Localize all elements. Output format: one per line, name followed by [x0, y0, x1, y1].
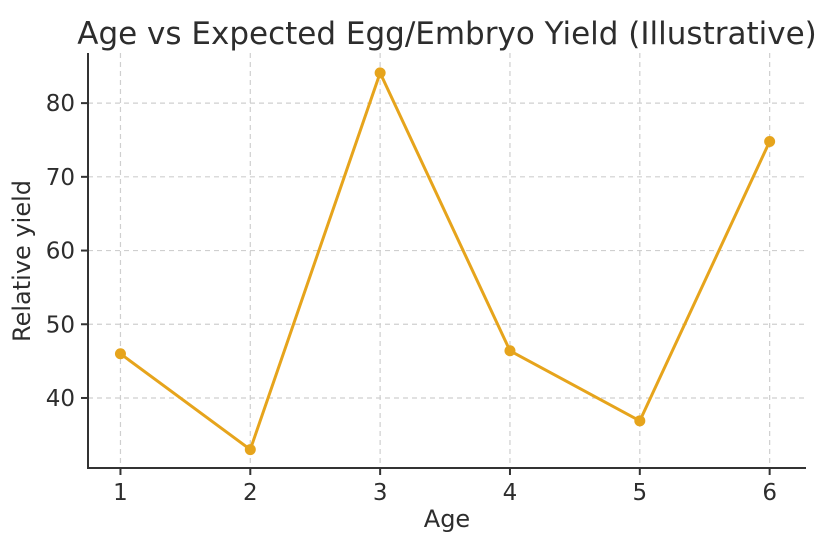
grid-layer — [88, 53, 806, 468]
x-tick-label: 5 — [632, 480, 647, 506]
y-tick-label: 70 — [46, 165, 75, 191]
data-point — [634, 415, 646, 427]
x-tick-label: 2 — [243, 480, 258, 506]
x-tick-label: 1 — [113, 480, 128, 506]
axes-layer: 1 2 3 4 5 6 40 50 60 70 80 — [46, 53, 806, 506]
data-point — [374, 67, 386, 79]
series-line — [118, 71, 772, 452]
y-tick-label: 60 — [46, 239, 75, 265]
data-point — [114, 348, 126, 360]
x-tick-label: 6 — [762, 480, 777, 506]
data-point — [504, 345, 516, 357]
x-tick-label: 4 — [503, 480, 518, 506]
data-point — [244, 444, 256, 456]
x-tick-label: 3 — [373, 480, 388, 506]
x-axis-label: Age — [424, 505, 470, 533]
series-layer — [114, 67, 776, 456]
y-axis-label: Relative yield — [8, 180, 36, 342]
y-tick-label: 80 — [46, 91, 75, 117]
y-tick-label: 40 — [46, 386, 75, 412]
data-point — [764, 135, 776, 147]
y-tick-label: 50 — [46, 312, 75, 338]
chart-title: Age vs Expected Egg/Embryo Yield (Illust… — [77, 16, 817, 52]
